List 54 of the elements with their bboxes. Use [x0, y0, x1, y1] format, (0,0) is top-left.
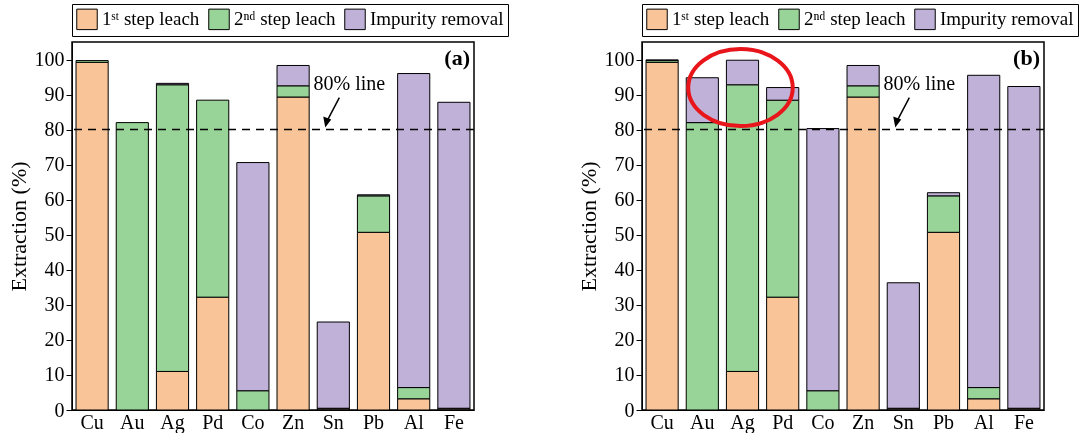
y-tick-label: 20 [44, 328, 65, 351]
y-tick-label: 10 [614, 363, 635, 386]
x-tick-label: Pb [932, 410, 955, 433]
y-tick-label: 0 [54, 398, 65, 421]
y-tick-label: 30 [44, 293, 65, 316]
legend-label: 2ⁿᵈ step leach [234, 8, 337, 30]
y-tick-label: 30 [614, 293, 635, 316]
x-tick-label: Fe [443, 410, 465, 433]
legend-label: Impurity removal [940, 8, 1074, 30]
y-tick-label: 0 [624, 398, 635, 421]
y-tick-label: 50 [614, 223, 635, 246]
x-tick-label: Pd [202, 410, 224, 433]
x-tick-label: Zn [281, 410, 305, 433]
y-tick-label: 70 [44, 153, 65, 176]
x-tick-label: Pd [772, 410, 794, 433]
y-axis-title: Extraction (%) [575, 161, 601, 292]
y-tick-label: 10 [44, 363, 65, 386]
x-tick-label: Co [241, 410, 265, 433]
x-tick-label: Cu [650, 410, 674, 433]
y-tick-label: 50 [44, 223, 65, 246]
y-tick-label: 40 [614, 258, 635, 281]
legend-label: Impurity removal [370, 8, 504, 30]
x-tick-label: Sn [892, 410, 914, 433]
ref-line-label: 80% line [883, 71, 956, 94]
y-tick-label: 80 [614, 118, 635, 141]
y-tick-label: 60 [614, 188, 635, 211]
y-tick-label: 100 [34, 48, 65, 71]
y-tick-label: 60 [44, 188, 65, 211]
x-tick-label: Fe [1013, 410, 1035, 433]
x-tick-label: Sn [322, 410, 344, 433]
x-tick-label: Ag [730, 410, 755, 434]
y-tick-label: 80 [44, 118, 65, 141]
series-label: 1ˢᵗ step leach [672, 8, 770, 30]
annotation: (a) [444, 45, 470, 70]
y-tick-label: 90 [614, 83, 635, 106]
ref-line-label: 80% line [313, 71, 386, 94]
y-tick-label: 90 [44, 83, 65, 106]
y-tick-label: 20 [614, 328, 635, 351]
x-tick-label: Al [403, 410, 425, 433]
x-tick-label: Pb [362, 410, 385, 433]
x-tick-label: Cu [80, 410, 104, 433]
x-tick-label: Au [120, 410, 145, 433]
x-tick-label: Au [690, 410, 715, 433]
y-tick-label: 40 [44, 258, 65, 281]
y-tick-label: 70 [614, 153, 635, 176]
x-tick-label: Zn [851, 410, 875, 433]
legend-label: 1ˢᵗ step leach [102, 8, 200, 30]
x-tick-label: Al [973, 410, 995, 433]
x-tick-label: Ag [160, 410, 185, 434]
legend-label: 2ⁿᵈ step leach [804, 8, 907, 30]
y-axis-title: Extraction (%) [5, 161, 31, 292]
annotation: (b) [1013, 45, 1040, 70]
x-tick-label: Co [811, 410, 835, 433]
y-tick-label: 100 [604, 48, 635, 71]
